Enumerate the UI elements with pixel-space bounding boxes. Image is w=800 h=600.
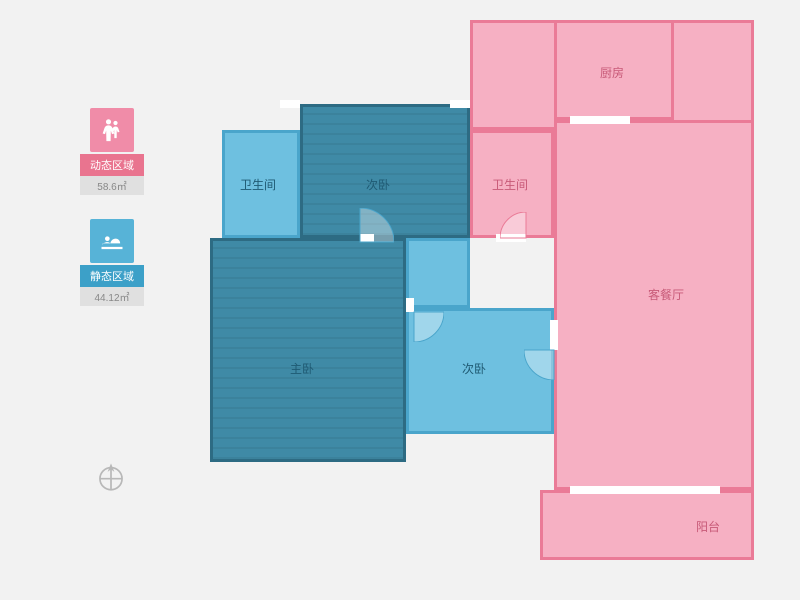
door-arc <box>326 208 394 276</box>
wall-segment <box>450 100 470 108</box>
sleep-icon <box>90 219 134 263</box>
room-balcony <box>540 490 754 560</box>
compass-icon <box>94 460 128 499</box>
legend-static: 静态区域 44.12㎡ <box>80 219 144 306</box>
legend-dynamic-value: 58.6㎡ <box>80 176 144 195</box>
room-living <box>554 120 754 490</box>
legend-dynamic: 动态区域 58.6㎡ <box>80 108 144 195</box>
door-arc <box>500 212 552 264</box>
legend-dynamic-label: 动态区域 <box>80 154 144 176</box>
floorplan: 厨房客餐厅卫生间阳台主卧次卧卫生间次卧 <box>210 20 770 580</box>
door-arc <box>384 282 444 342</box>
wall-segment <box>570 486 720 494</box>
room-bath1 <box>222 130 300 238</box>
legend-static-label: 静态区域 <box>80 265 144 287</box>
room-kitchen <box>554 20 674 120</box>
legend-static-value: 44.12㎡ <box>80 287 144 306</box>
door-arc <box>524 320 584 380</box>
wall-segment <box>280 100 300 108</box>
people-icon <box>90 108 134 152</box>
wall-segment <box>570 116 630 124</box>
legend: 动态区域 58.6㎡ 静态区域 44.12㎡ <box>80 108 144 330</box>
